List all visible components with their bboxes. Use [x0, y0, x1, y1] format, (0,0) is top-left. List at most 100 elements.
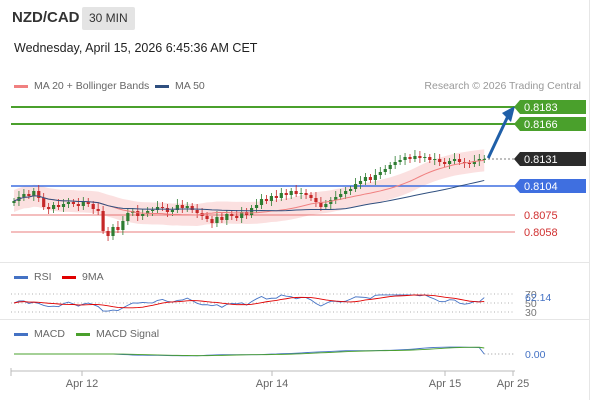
candle-body [225, 214, 229, 220]
candle-body [250, 208, 254, 215]
legend-label: RSI [34, 271, 52, 283]
candle-body [353, 184, 358, 189]
main-bottom-divider [0, 262, 590, 263]
candle-body [76, 204, 80, 206]
candle-body [160, 207, 165, 208]
ma50-swatch [155, 84, 169, 88]
candle-body [52, 205, 56, 209]
candle-body [319, 202, 323, 207]
candle-body [170, 210, 174, 212]
candle-body [398, 160, 402, 162]
macd-swatch [14, 332, 28, 336]
candle-body [452, 159, 457, 161]
candle-body [423, 157, 427, 158]
candle-body [151, 210, 155, 211]
candle-body [101, 211, 105, 231]
legend-label: MACD [34, 328, 65, 340]
candle-body [27, 194, 31, 196]
candle-body [210, 219, 214, 223]
candle-body [339, 194, 343, 197]
candle-body [329, 200, 333, 204]
candle-body [349, 189, 353, 191]
x-tick-label: Apr 12 [66, 378, 98, 390]
legend-ma20-bollinger: MA 20 + Bollinger Bands [14, 80, 149, 92]
candle-body [71, 202, 75, 204]
candle-body [269, 196, 273, 201]
candle-body [373, 175, 377, 180]
candle-body [443, 162, 447, 164]
candle-body [37, 191, 41, 198]
candle-body [155, 207, 160, 210]
candle-body [457, 159, 462, 162]
candle-body [393, 162, 397, 165]
candle-body [408, 157, 412, 159]
ma20-swatch [14, 84, 28, 88]
candle-body [482, 159, 486, 160]
candle-body [383, 169, 387, 172]
x-tick-label: Apr 15 [429, 378, 461, 390]
legend-label: MA 50 [175, 80, 205, 92]
candle-body [309, 195, 313, 198]
level-tag-current [514, 152, 586, 166]
candle-body [264, 199, 269, 201]
candle-body [61, 204, 66, 207]
rsi-9ma-swatch [62, 275, 76, 279]
rsi-value-label: 62.14 [525, 292, 551, 304]
timeframe-button[interactable]: 30 MIN [82, 7, 135, 30]
level-tag-resistance [514, 100, 586, 114]
legend-macd-signal: MACD Signal [76, 328, 159, 340]
legend-rsi-9ma: 9MA [62, 271, 104, 283]
candle-body [86, 202, 90, 204]
candle-body [304, 193, 308, 195]
candle-body [240, 212, 244, 218]
candle-body [32, 191, 36, 196]
candle-body [91, 204, 95, 209]
rsi-swatch [14, 275, 28, 279]
level-tag-pivot [514, 179, 586, 193]
candle-body [413, 156, 417, 159]
candle-body [175, 205, 179, 210]
candle-body [220, 217, 224, 220]
ma50-line [13, 179, 485, 212]
candle-body [274, 196, 278, 198]
candle-body [284, 193, 288, 195]
candle-body [141, 214, 145, 216]
timestamp: Wednesday, April 15, 2026 6:45:36 AM CET [14, 41, 258, 55]
candle-body [254, 205, 259, 208]
candle-body [363, 177, 368, 181]
candle-body [294, 191, 298, 194]
candle-body [96, 209, 100, 211]
candle-body [185, 206, 189, 208]
candle-body [344, 191, 348, 194]
candle-body [235, 216, 239, 218]
level-label-support: 0.8075 [524, 210, 558, 222]
legend-label: MACD Signal [96, 328, 160, 340]
legend-label: MA 20 + Bollinger Bands [34, 80, 150, 92]
candle-body [314, 198, 318, 202]
x-tick-label: Apr 14 [256, 378, 288, 390]
candle-body [438, 159, 442, 162]
candle-body [378, 172, 382, 175]
rsi-9ma-line [13, 294, 485, 309]
candle-body [190, 206, 194, 210]
rsi-tick-30: 30 [525, 307, 537, 319]
candle-body [472, 161, 476, 164]
candle-body [418, 156, 422, 158]
candle-body [388, 165, 392, 169]
candle-body [215, 217, 219, 223]
candle-body [111, 227, 115, 236]
candle-body [106, 231, 110, 236]
rsi-bottom-divider [0, 319, 590, 320]
legend-macd: MACD [14, 328, 65, 340]
candle-body [42, 198, 46, 207]
legend-rsi: RSI [14, 271, 52, 283]
candle-body [428, 157, 432, 160]
level-label-current: 0.8131 [524, 154, 558, 166]
credit-text: Research © 2026 Trading Central [424, 80, 581, 92]
forecast-arrow-shaft [486, 115, 510, 159]
candle-body [180, 205, 184, 208]
candle-body [299, 193, 303, 194]
candle-body [136, 211, 140, 216]
x-tick-label: Apr 25 [497, 378, 529, 390]
